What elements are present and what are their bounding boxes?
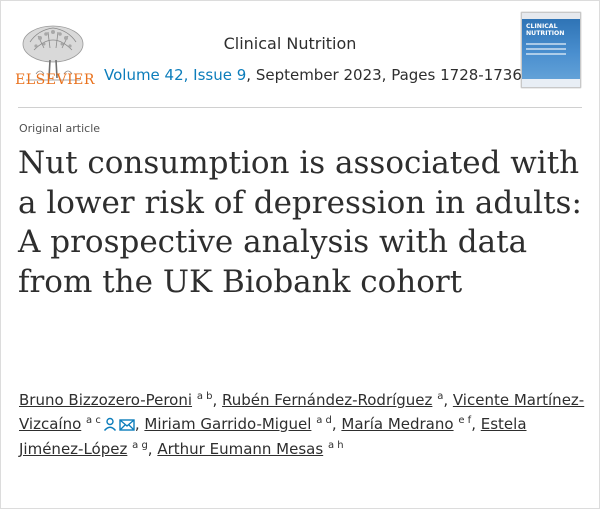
author-entry: Bruno Bizzozero-Peroni a b,: [19, 391, 223, 409]
cover-title-line1: CLINICAL: [526, 23, 558, 30]
article-type-label: Original article: [19, 122, 101, 135]
header-divider: [18, 107, 582, 108]
envelope-icon[interactable]: [119, 415, 135, 439]
author-entry: Vicente Martínez-Vizcaíno a c,: [19, 391, 584, 433]
issue-info: Volume 42, Issue 9, September 2023, Page…: [104, 66, 522, 84]
author-entry: Miriam Garrido-Miguel a d,: [144, 414, 342, 433]
author-affiliations[interactable]: a c: [86, 414, 101, 426]
author-entry: Arthur Eumann Mesas a h: [157, 440, 343, 458]
elsevier-wordmark[interactable]: ELSEVIER: [15, 72, 95, 88]
author-affiliations[interactable]: e f: [458, 414, 472, 426]
author-list: Bruno Bizzozero-Peroni a b, Rubén Fernán…: [19, 389, 589, 462]
author-entry: Rubén Fernández-Rodríguez a,: [222, 391, 453, 409]
cover-decoration: [526, 43, 566, 58]
journal-title-link[interactable]: Clinical Nutrition: [223, 34, 357, 53]
author-entry: María Medrano e f,: [341, 414, 481, 433]
cover-title-line2: NUTRITION: [526, 30, 565, 37]
journal-header: ELSEVIER Clinical Nutrition Volume 42, I…: [0, 0, 600, 118]
issue-date-pages: , September 2023, Pages 1728-1736: [246, 66, 522, 84]
cover-top-band: [522, 13, 580, 19]
cover-title: CLINICAL NUTRITION: [526, 23, 578, 37]
elsevier-tree-logo[interactable]: [16, 12, 90, 92]
journal-cover-thumbnail[interactable]: CLINICAL NUTRITION: [521, 12, 581, 88]
article-title: Nut consumption is associated with a low…: [18, 145, 582, 300]
author-name-link[interactable]: Estela Jiménez-López: [19, 414, 527, 459]
author-affiliations[interactable]: a: [437, 391, 444, 402]
author-affiliations[interactable]: a g: [132, 440, 148, 451]
issue-link[interactable]: Volume 42, Issue 9: [104, 66, 247, 84]
author-affiliations[interactable]: a b: [196, 391, 213, 402]
author-name-link[interactable]: Bruno Bizzozero-Peroni: [19, 391, 193, 409]
author-affiliations[interactable]: a d: [316, 414, 332, 426]
author-entry: Estela Jiménez-López a g,: [19, 414, 527, 459]
author-name-link[interactable]: Miriam Garrido-Miguel: [144, 414, 312, 433]
author-name-link[interactable]: Vicente Martínez-Vizcaíno: [19, 391, 585, 433]
author-affiliations[interactable]: a h: [327, 440, 344, 451]
author-name-link[interactable]: Arthur Eumann Mesas: [157, 440, 324, 458]
author-name-link[interactable]: Rubén Fernández-Rodríguez: [222, 391, 433, 409]
cover-bottom-band: [522, 79, 580, 87]
person-icon[interactable]: [103, 415, 117, 439]
author-name-link[interactable]: María Medrano: [341, 414, 454, 433]
